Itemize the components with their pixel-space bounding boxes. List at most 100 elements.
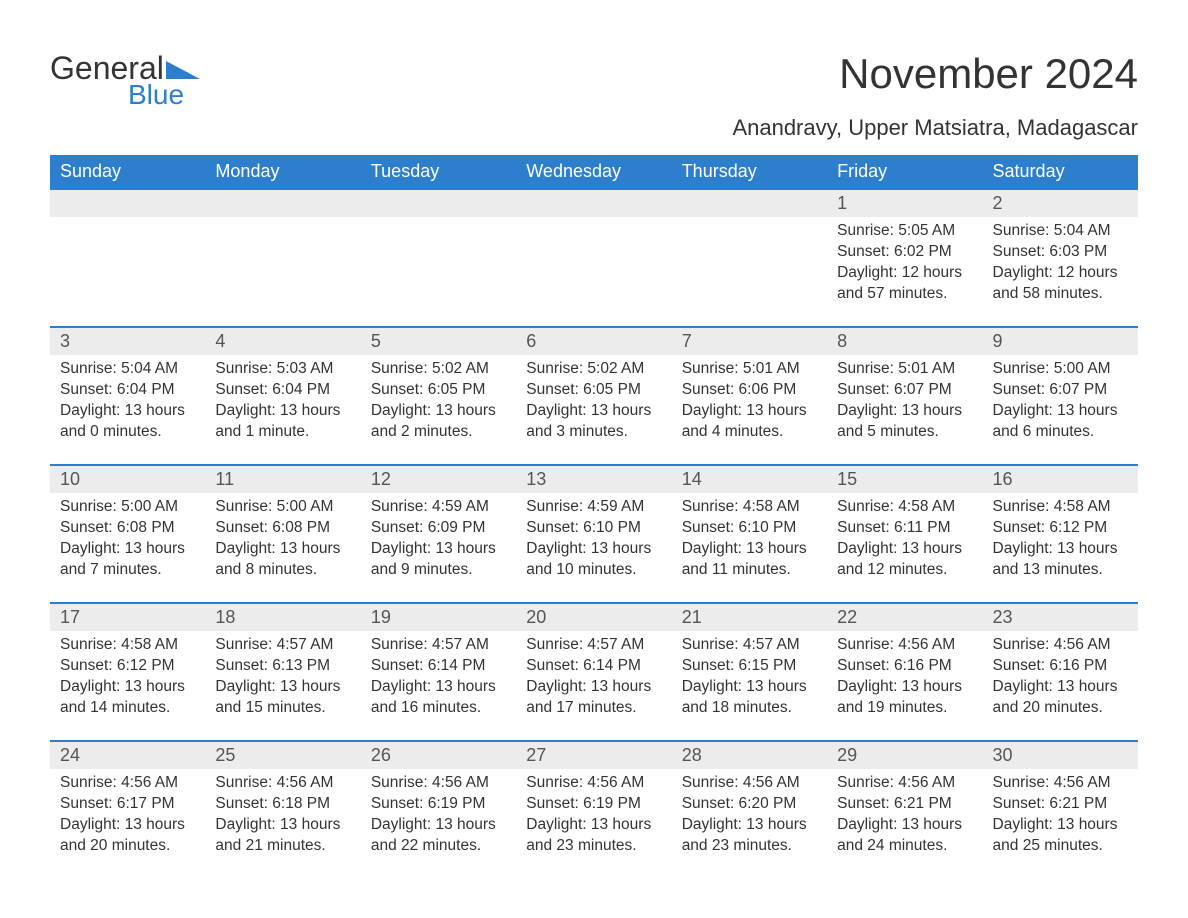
day-sunset: Sunset: 6:10 PM — [526, 518, 661, 539]
col-wednesday: Wednesday — [516, 155, 671, 189]
day-sunset: Sunset: 6:13 PM — [215, 656, 350, 677]
day-day2: and 23 minutes. — [682, 836, 817, 857]
day-detail-cell: Sunrise: 4:59 AMSunset: 6:09 PMDaylight:… — [361, 493, 516, 603]
day-day2: and 14 minutes. — [60, 698, 195, 719]
day-day1: Daylight: 13 hours — [60, 539, 195, 560]
day-number-cell: 18 — [205, 603, 360, 631]
day-detail-cell: Sunrise: 5:01 AMSunset: 6:06 PMDaylight:… — [672, 355, 827, 465]
day-day1: Daylight: 13 hours — [526, 539, 661, 560]
day-sunrise: Sunrise: 4:56 AM — [215, 773, 350, 794]
day-sunrise: Sunrise: 5:02 AM — [371, 359, 506, 380]
day-sunset: Sunset: 6:15 PM — [682, 656, 817, 677]
day-number-cell: 27 — [516, 741, 671, 769]
day-sunset: Sunset: 6:19 PM — [371, 794, 506, 815]
day-day2: and 15 minutes. — [215, 698, 350, 719]
day-day1: Daylight: 13 hours — [837, 401, 972, 422]
day-detail-cell — [672, 217, 827, 327]
day-number-cell: 13 — [516, 465, 671, 493]
day-sunset: Sunset: 6:04 PM — [215, 380, 350, 401]
day-number-cell: 11 — [205, 465, 360, 493]
day-detail-cell — [361, 217, 516, 327]
day-sunset: Sunset: 6:12 PM — [993, 518, 1128, 539]
day-sunset: Sunset: 6:07 PM — [837, 380, 972, 401]
day-number-cell — [516, 189, 671, 217]
day-day2: and 11 minutes. — [682, 560, 817, 581]
day-number-cell: 14 — [672, 465, 827, 493]
col-sunday: Sunday — [50, 155, 205, 189]
day-day1: Daylight: 13 hours — [215, 815, 350, 836]
day-day1: Daylight: 13 hours — [215, 677, 350, 698]
day-sunrise: Sunrise: 5:03 AM — [215, 359, 350, 380]
day-sunrise: Sunrise: 5:02 AM — [526, 359, 661, 380]
day-sunrise: Sunrise: 4:56 AM — [993, 635, 1128, 656]
day-day2: and 13 minutes. — [993, 560, 1128, 581]
day-sunrise: Sunrise: 4:58 AM — [60, 635, 195, 656]
day-detail-cell: Sunrise: 4:56 AMSunset: 6:16 PMDaylight:… — [827, 631, 982, 741]
day-detail-cell: Sunrise: 4:56 AMSunset: 6:19 PMDaylight:… — [516, 769, 671, 879]
day-sunrise: Sunrise: 4:59 AM — [371, 497, 506, 518]
day-detail-cell: Sunrise: 5:00 AMSunset: 6:08 PMDaylight:… — [205, 493, 360, 603]
day-number-cell — [672, 189, 827, 217]
day-day1: Daylight: 13 hours — [60, 677, 195, 698]
col-monday: Monday — [205, 155, 360, 189]
day-number-cell: 21 — [672, 603, 827, 631]
day-detail-cell: Sunrise: 4:56 AMSunset: 6:21 PMDaylight:… — [983, 769, 1138, 879]
day-sunrise: Sunrise: 4:58 AM — [993, 497, 1128, 518]
day-detail-cell: Sunrise: 5:04 AMSunset: 6:03 PMDaylight:… — [983, 217, 1138, 327]
day-number-cell: 5 — [361, 327, 516, 355]
day-day1: Daylight: 13 hours — [837, 539, 972, 560]
day-day2: and 9 minutes. — [371, 560, 506, 581]
day-sunset: Sunset: 6:20 PM — [682, 794, 817, 815]
day-sunset: Sunset: 6:04 PM — [60, 380, 195, 401]
day-day1: Daylight: 13 hours — [371, 401, 506, 422]
day-sunrise: Sunrise: 4:58 AM — [837, 497, 972, 518]
day-number-cell: 8 — [827, 327, 982, 355]
day-detail-cell: Sunrise: 4:56 AMSunset: 6:17 PMDaylight:… — [50, 769, 205, 879]
header-row: Sunday Monday Tuesday Wednesday Thursday… — [50, 155, 1138, 189]
day-sunrise: Sunrise: 5:00 AM — [215, 497, 350, 518]
day-number-cell: 29 — [827, 741, 982, 769]
week-daynum-row: 3456789 — [50, 327, 1138, 355]
col-saturday: Saturday — [983, 155, 1138, 189]
day-number-cell: 26 — [361, 741, 516, 769]
day-day2: and 0 minutes. — [60, 422, 195, 443]
day-number-cell: 25 — [205, 741, 360, 769]
day-sunset: Sunset: 6:03 PM — [993, 242, 1128, 263]
day-day1: Daylight: 13 hours — [371, 815, 506, 836]
day-detail-cell: Sunrise: 5:05 AMSunset: 6:02 PMDaylight:… — [827, 217, 982, 327]
day-detail-cell: Sunrise: 5:04 AMSunset: 6:04 PMDaylight:… — [50, 355, 205, 465]
day-day2: and 20 minutes. — [993, 698, 1128, 719]
day-day2: and 16 minutes. — [371, 698, 506, 719]
day-day2: and 2 minutes. — [371, 422, 506, 443]
week-detail-row: Sunrise: 5:00 AMSunset: 6:08 PMDaylight:… — [50, 493, 1138, 603]
day-sunset: Sunset: 6:06 PM — [682, 380, 817, 401]
day-detail-cell: Sunrise: 4:58 AMSunset: 6:12 PMDaylight:… — [983, 493, 1138, 603]
day-sunset: Sunset: 6:05 PM — [526, 380, 661, 401]
day-sunset: Sunset: 6:08 PM — [60, 518, 195, 539]
day-number-cell: 7 — [672, 327, 827, 355]
day-number-cell: 20 — [516, 603, 671, 631]
day-detail-cell: Sunrise: 4:57 AMSunset: 6:15 PMDaylight:… — [672, 631, 827, 741]
day-sunset: Sunset: 6:02 PM — [837, 242, 972, 263]
day-sunset: Sunset: 6:10 PM — [682, 518, 817, 539]
day-sunrise: Sunrise: 4:56 AM — [526, 773, 661, 794]
week-daynum-row: 12 — [50, 189, 1138, 217]
day-day2: and 58 minutes. — [993, 284, 1128, 305]
day-day1: Daylight: 13 hours — [682, 815, 817, 836]
day-detail-cell: Sunrise: 4:56 AMSunset: 6:19 PMDaylight:… — [361, 769, 516, 879]
day-day2: and 10 minutes. — [526, 560, 661, 581]
col-thursday: Thursday — [672, 155, 827, 189]
day-day1: Daylight: 13 hours — [682, 539, 817, 560]
day-detail-cell: Sunrise: 4:59 AMSunset: 6:10 PMDaylight:… — [516, 493, 671, 603]
week-daynum-row: 17181920212223 — [50, 603, 1138, 631]
day-number-cell: 1 — [827, 189, 982, 217]
day-detail-cell: Sunrise: 5:00 AMSunset: 6:07 PMDaylight:… — [983, 355, 1138, 465]
header: General Blue November 2024 — [50, 50, 1138, 111]
day-sunset: Sunset: 6:11 PM — [837, 518, 972, 539]
day-day2: and 57 minutes. — [837, 284, 972, 305]
day-number-cell: 22 — [827, 603, 982, 631]
day-detail-cell: Sunrise: 4:57 AMSunset: 6:14 PMDaylight:… — [516, 631, 671, 741]
day-day1: Daylight: 13 hours — [837, 815, 972, 836]
calendar-table: Sunday Monday Tuesday Wednesday Thursday… — [50, 155, 1138, 879]
day-detail-cell: Sunrise: 5:02 AMSunset: 6:05 PMDaylight:… — [516, 355, 671, 465]
